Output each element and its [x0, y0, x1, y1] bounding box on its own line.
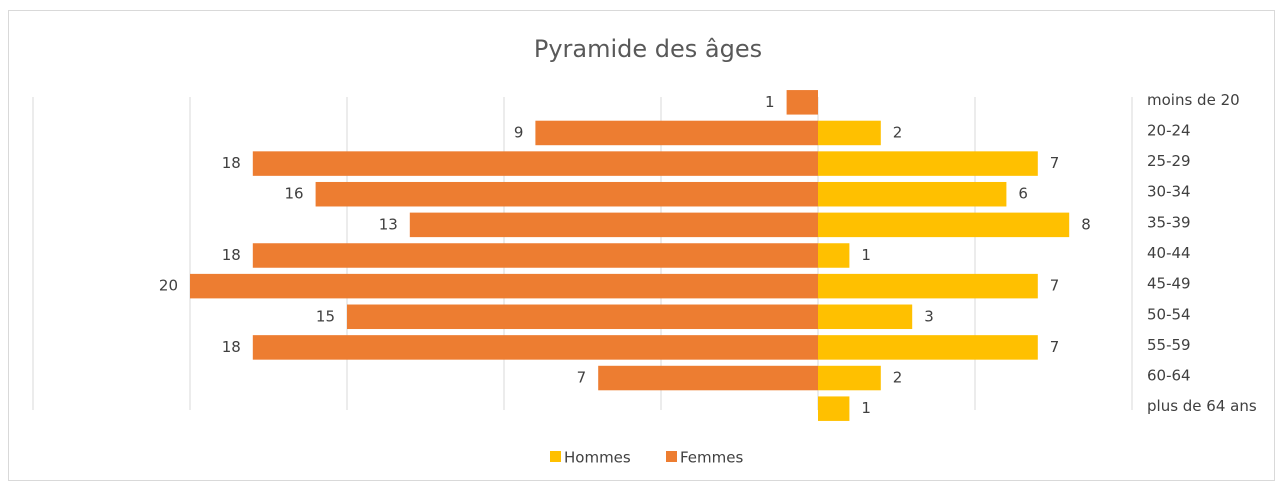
data-label: 15: [316, 307, 335, 325]
category-label: 40-44: [1147, 244, 1191, 262]
bar: [818, 365, 881, 391]
bar: [786, 90, 818, 115]
bar: [598, 365, 818, 391]
category-label: 20-24: [1147, 121, 1191, 139]
data-label: 18: [222, 246, 241, 264]
category-label: 30-34: [1147, 183, 1191, 201]
bar: [409, 212, 818, 238]
data-label: 7: [1050, 277, 1060, 295]
category-label: 55-59: [1147, 336, 1191, 354]
category-label: moins de 20: [1147, 91, 1240, 109]
data-label: 2: [893, 369, 903, 387]
data-label: 16: [285, 185, 304, 203]
category-label: 50-54: [1147, 305, 1191, 323]
legend-label: Hommes: [564, 449, 631, 467]
bar: [818, 120, 881, 146]
bar: [818, 151, 1038, 176]
bar: [190, 273, 818, 299]
category-label: 45-49: [1147, 275, 1191, 293]
bar: [347, 304, 818, 330]
legend-swatch: [666, 451, 677, 462]
bar: [818, 212, 1070, 238]
bar: [252, 151, 819, 176]
data-label: 18: [222, 154, 241, 172]
bar: [818, 243, 850, 268]
data-label: 7: [1050, 338, 1060, 356]
bar: [252, 335, 819, 360]
data-label: 1: [765, 93, 775, 111]
chart-title: Pyramide des âges: [534, 35, 762, 63]
data-label: 13: [379, 215, 398, 233]
data-label: 7: [1050, 154, 1060, 172]
data-label: 9: [514, 123, 524, 141]
category-label: plus de 64 ans: [1147, 397, 1257, 415]
legend-swatch: [550, 451, 561, 462]
legend-label: Femmes: [680, 449, 743, 467]
category-label: 60-64: [1147, 367, 1191, 385]
data-label: 20: [159, 277, 178, 295]
data-label: 3: [924, 307, 934, 325]
bar: [252, 243, 819, 268]
category-label: 25-29: [1147, 152, 1191, 170]
data-label: 1: [861, 246, 871, 264]
bar: [818, 396, 850, 421]
bar: [818, 335, 1038, 360]
bar: [315, 181, 818, 207]
bar: [818, 181, 1007, 207]
data-label: 8: [1081, 215, 1091, 233]
category-label: 35-39: [1147, 213, 1191, 231]
data-label: 7: [577, 369, 587, 387]
data-label: 18: [222, 338, 241, 356]
bar: [535, 120, 818, 146]
bar: [818, 273, 1038, 299]
data-label: 6: [1018, 185, 1028, 203]
data-label: 1: [861, 399, 871, 417]
data-label: 2: [893, 123, 903, 141]
bar: [818, 304, 913, 330]
